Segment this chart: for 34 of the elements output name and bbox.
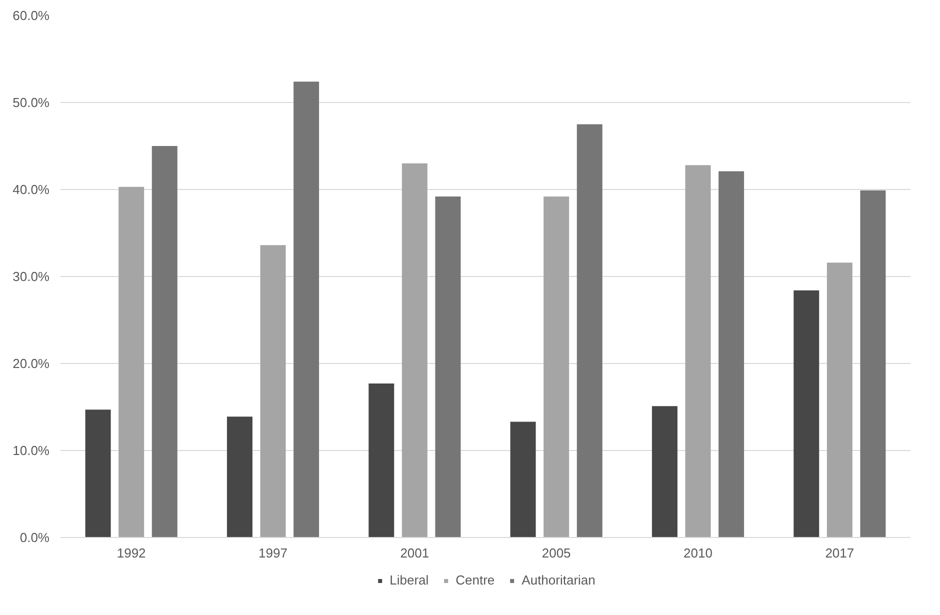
bar (685, 165, 711, 538)
bar (226, 416, 252, 538)
y-tick-label: 10.0% (12, 443, 50, 458)
bar (860, 190, 886, 538)
bar (368, 384, 394, 538)
bar (826, 262, 852, 538)
bar (718, 171, 744, 538)
y-tick-label: 0.0% (20, 530, 50, 545)
bar (794, 290, 820, 538)
bar (544, 196, 570, 538)
bar (402, 163, 428, 538)
y-tick-label: 60.0% (12, 8, 50, 23)
bar (118, 186, 144, 538)
bar (152, 146, 178, 538)
x-tick-label: 1992 (116, 546, 146, 560)
bar (294, 82, 320, 538)
y-tick-label: 20.0% (12, 356, 50, 371)
y-tick-label: 50.0% (12, 95, 50, 110)
x-tick-label: 2010 (684, 546, 712, 560)
y-tick-label: 30.0% (12, 269, 50, 284)
legend-label: Centre (456, 572, 495, 588)
bar (85, 410, 111, 538)
legend-label: Authoritarian (522, 572, 596, 588)
y-tick-label: 40.0% (12, 182, 50, 197)
x-tick-label: 2005 (542, 546, 571, 560)
legend-label: Liberal (390, 572, 429, 588)
x-tick-label: 1997 (258, 546, 288, 560)
bar (576, 124, 602, 538)
bar (652, 406, 678, 538)
bar (435, 196, 461, 538)
x-tick-label: 2001 (400, 546, 430, 560)
x-tick-label: 2017 (825, 546, 854, 560)
bar (260, 245, 286, 538)
bar (510, 422, 536, 538)
